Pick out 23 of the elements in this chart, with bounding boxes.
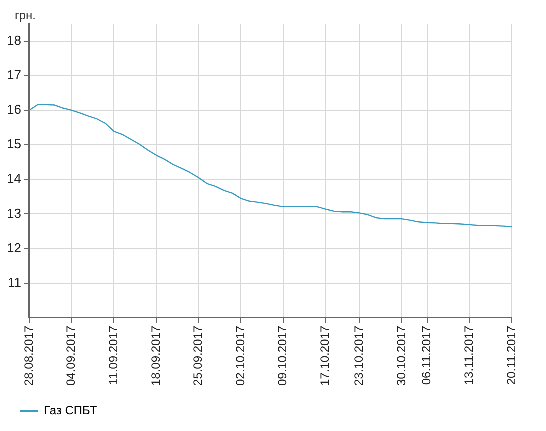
- x-tick-label: 04.09.2017: [64, 326, 78, 386]
- y-tick-label: 11: [8, 274, 22, 290]
- x-tick-label: 11.09.2017: [106, 326, 120, 386]
- y-tick-label: 13: [6, 206, 22, 221]
- x-tick-label: 17.10.2017: [318, 326, 332, 386]
- x-tick-label: 25.09.2017: [191, 326, 206, 386]
- legend-label: Газ СПБТ: [44, 403, 98, 418]
- y-axis-title: грн.: [14, 8, 36, 22]
- x-tick-label: 23.10.2017: [352, 326, 366, 386]
- y-tick-label: 12: [6, 240, 22, 256]
- x-tick-label: 13.11.2017: [462, 326, 476, 386]
- x-tick-label: 18.09.2017: [148, 326, 163, 386]
- y-tick-label: 18: [6, 32, 22, 48]
- x-tick-label: 30.10.2017: [394, 326, 408, 386]
- x-tick-label: 06.11.2017: [420, 326, 434, 386]
- y-tick-label: 14: [6, 171, 22, 186]
- x-tick-label: 02.10.2017: [233, 326, 248, 386]
- y-tick-label: 17: [6, 67, 22, 82]
- x-tick-label: 28.08.2017: [22, 326, 36, 386]
- y-tick-label: 16: [6, 102, 22, 118]
- x-tick-label: 20.11.2017: [504, 326, 518, 386]
- x-tick-label: 09.10.2017: [276, 326, 290, 386]
- y-tick-label: 15: [6, 136, 22, 152]
